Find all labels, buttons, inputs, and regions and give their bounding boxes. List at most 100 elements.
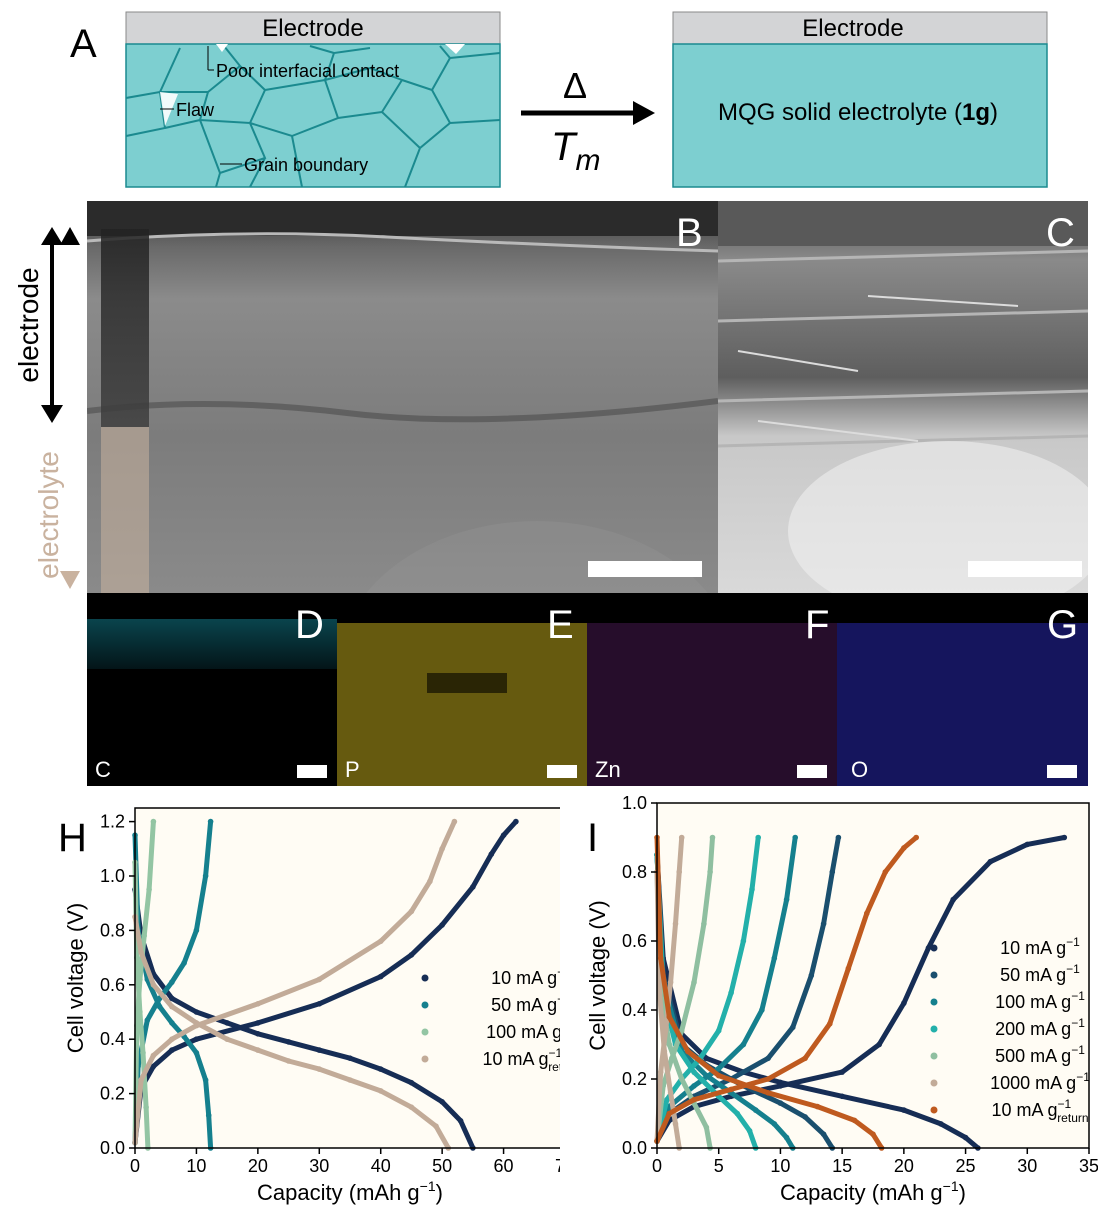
point-charge-4 [740,1041,747,1048]
point-charge-7 [845,965,852,972]
legend-label-0: 10 mA g−1 [491,965,560,988]
curve-discharge [654,869,682,1151]
point-discharge-5 [777,1100,784,1106]
legend-marker-1 [421,1001,429,1009]
point-discharge-13 [457,1118,464,1124]
point-discharge-8 [938,1121,944,1127]
point-charge-7 [901,1000,907,1006]
series-3 [132,818,458,1151]
point-discharge-4 [193,1009,200,1015]
point-charge-3 [728,1086,734,1093]
plot-frame [134,807,560,1149]
x-tick-label-0: 0 [652,1156,662,1176]
point-charge-5 [759,1007,765,1013]
point-charge-10 [470,884,476,890]
point-discharge-11 [408,1079,415,1086]
legend-marker-5 [930,1079,938,1087]
eds-map-e: E P [337,593,587,786]
y-tick-label-3: 0.6 [622,931,647,951]
point-discharge-3 [169,1003,175,1010]
point-discharge-10 [377,1066,384,1072]
point-charge-4 [193,1036,200,1042]
point-charge-10 [439,846,445,852]
point-charge-8 [864,910,870,917]
point-discharge-3 [678,1076,685,1082]
y-tick-label-4: 0.8 [622,862,647,882]
point-charge-4 [777,1083,784,1089]
x-tick-label-7: 35 [1079,1156,1098,1176]
point-charge-4 [169,979,175,985]
point-discharge-3 [691,1069,697,1075]
point-charge-2 [137,976,143,983]
point-charge-4 [765,1076,771,1082]
y-tick-label-5: 1.0 [100,866,125,886]
x-tick-label-4: 40 [371,1156,391,1176]
legend-label-0: 10 mA g−1 [1000,935,1080,958]
x-tick-label-3: 30 [309,1156,329,1176]
point-charge-8 [829,869,836,875]
curve-charge [132,819,457,1146]
point-discharge-2 [666,1014,673,1020]
point-charge-5 [802,1055,808,1062]
point-charge-6 [771,955,778,961]
legend-marker-2 [421,1028,429,1036]
curve-charge [654,835,715,1144]
eds-signal-zinc [587,623,837,786]
point-discharge-6 [802,1114,808,1120]
eds-map-f: F Zn [587,593,837,786]
point-discharge-5 [224,1020,230,1026]
point-charge-6 [876,1041,882,1048]
point-discharge-5 [703,1124,710,1131]
left-electrode-bar [125,11,501,45]
panel-letter-f: F [805,603,830,647]
x-tick-label-6: 60 [494,1156,514,1176]
point-discharge-7 [285,1039,292,1045]
point-discharge-6 [255,1047,261,1053]
point-discharge-1 [138,949,144,955]
arrow-head [633,101,655,125]
panel-letter-e: E [547,603,574,647]
point-charge-4 [193,1022,200,1029]
mqg-schematic: Electrode MQG solid electrolyte (1g) [672,11,1048,188]
point-discharge-12 [439,1099,445,1105]
point-charge-4 [765,1055,771,1062]
scale-bar-e [547,765,577,778]
point-discharge-10 [377,1088,384,1094]
point-discharge-9 [347,1077,353,1083]
side-annotation: electrode electrolyte [13,227,80,589]
panel-letter-d: D [295,603,324,647]
y-tick-label-4: 0.8 [100,920,125,940]
legend-label-2: 100 mA g−1 [486,1019,560,1042]
plot-frame [656,802,1090,1149]
interface-gap [216,44,228,52]
x-tick-label-2: 10 [770,1156,790,1176]
x-tick-label-0: 0 [130,1156,140,1176]
scale-bar-b [588,561,702,577]
legend-label-5: 1000 mA g−1 [990,1070,1090,1093]
legend-marker-1 [930,971,938,979]
tm-symbol: Tm [551,125,600,177]
point-charge-4 [672,921,679,927]
point-charge-5 [255,1001,261,1007]
point-discharge-9 [347,1055,353,1061]
y-tick-label-3: 0.6 [100,975,125,995]
point-charge-5 [701,921,707,927]
point-charge-12 [500,832,507,838]
mqg-electrolyte [672,43,1048,188]
point-discharge-1 [657,955,664,961]
point-charge-11 [451,818,458,825]
point-charge-3 [667,979,674,986]
scale-bar-c [968,561,1082,577]
scale-bar-g [1047,765,1077,778]
point-charge-7 [377,938,384,945]
chart-h: 0 10 20 30 40 50 60 70 0.0 0.2 0.4 0.6 0.8 1.0 1.2 Capa… [63,807,560,1205]
point-charge-6 [707,869,713,875]
legend-label-1: 50 mA g−1 [491,992,560,1015]
point-charge-3 [169,1036,175,1042]
point-charge-5 [676,869,682,875]
point-charge-6 [827,1021,833,1027]
x-axis-label: Capacity (mAh g−1) [257,1178,443,1205]
curve-discharge [132,914,451,1151]
point-charge-1 [664,1096,670,1103]
point-charge-6 [678,834,685,841]
